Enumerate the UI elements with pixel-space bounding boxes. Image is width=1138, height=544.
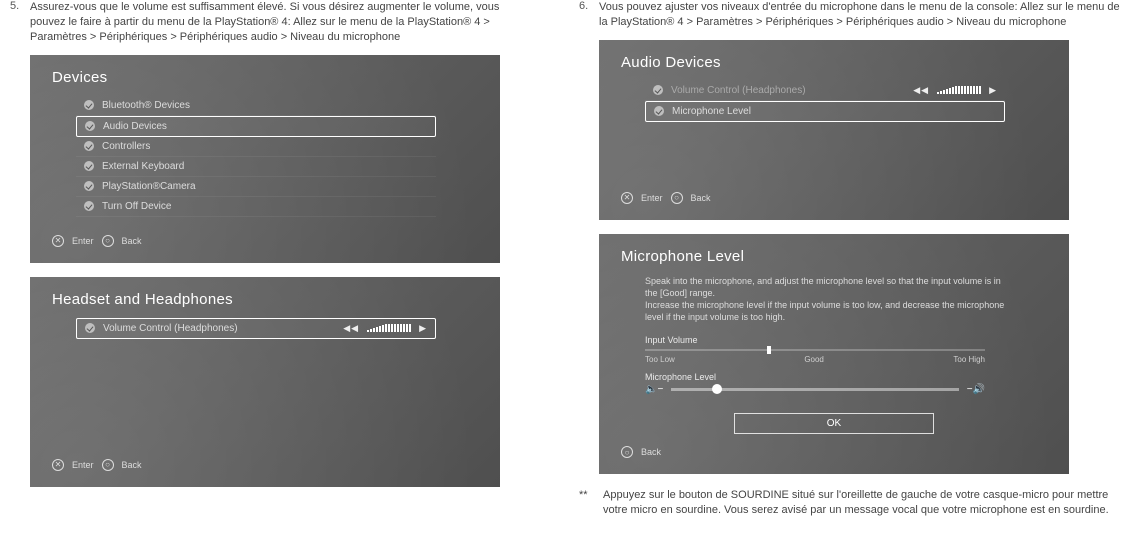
step-text: Vous pouvez ajuster vos niveaux d'entrée… [599, 0, 1128, 30]
left-arrow-icon[interactable]: ◀◀ [913, 85, 929, 96]
volume-bars [937, 86, 981, 94]
enter-label: Enter [641, 193, 663, 203]
back-label: Back [122, 460, 142, 470]
mic-level-label: Microphone Level [645, 372, 1047, 382]
check-icon [84, 181, 94, 191]
mic-level-screenshot: Microphone Level Speak into the micropho… [599, 234, 1069, 475]
devices-item[interactable]: Turn Off Device [76, 197, 436, 217]
step-number: 6. [579, 0, 599, 30]
nav-legend: ✕ Enter ○ Back [52, 235, 478, 247]
item-label: Volume Control (Headphones) [671, 85, 806, 96]
volume-bars [367, 324, 411, 332]
check-icon [654, 106, 664, 116]
back-label: Back [691, 193, 711, 203]
step-text: Assurez-vous que le volume est suffisamm… [30, 0, 529, 45]
input-volume-label: Input Volume [645, 335, 1047, 345]
slider-knob[interactable] [712, 384, 722, 394]
devices-item[interactable]: Audio Devices [76, 116, 436, 137]
item-label: Volume Control (Headphones) [103, 323, 238, 334]
input-volume-track [645, 349, 985, 351]
headset-screenshot: Headset and Headphones Volume Control (H… [30, 277, 500, 487]
mic-plus-icon[interactable]: −🔊 [967, 384, 985, 395]
back-label: Back [641, 447, 661, 457]
check-icon [85, 121, 95, 131]
step-number: 5. [10, 0, 30, 45]
range-good: Good [804, 355, 824, 364]
volume-control-row[interactable]: Volume Control (Headphones) ◀◀ ▶ [76, 318, 436, 339]
devices-item[interactable]: Controllers [76, 137, 436, 157]
enter-label: Enter [72, 460, 94, 470]
screen-title: Microphone Level [621, 248, 1047, 265]
audio-devices-list: Volume Control (Headphones) ◀◀ ▶ Microphone… [645, 81, 1005, 122]
enter-icon: ✕ [52, 235, 64, 247]
mic-level-description: Speak into the microphone, and adjust th… [645, 275, 1005, 324]
audio-devices-screenshot: Audio Devices Volume Control (Headphones… [599, 40, 1069, 220]
devices-list: Bluetooth® Devices Audio Devices Controlle… [76, 96, 436, 217]
screen-title: Headset and Headphones [52, 291, 478, 308]
item-label: Microphone Level [672, 106, 751, 117]
mic-minus-icon[interactable]: 🔈− [645, 384, 663, 395]
screen-title: Audio Devices [621, 54, 1047, 71]
devices-item[interactable]: Bluetooth® Devices [76, 96, 436, 116]
item-label: Controllers [102, 141, 150, 152]
enter-icon: ✕ [52, 459, 64, 471]
back-icon: ○ [102, 235, 114, 247]
devices-item[interactable]: PlayStation®Camera [76, 177, 436, 197]
step-6: 6. Vous pouvez ajuster vos niveaux d'ent… [579, 0, 1128, 30]
check-icon [84, 141, 94, 151]
input-volume-indicator [767, 346, 771, 354]
item-label: Bluetooth® Devices [102, 100, 190, 111]
nav-legend: ○ Back [621, 446, 1047, 458]
back-icon: ○ [671, 192, 683, 204]
item-label: External Keyboard [102, 161, 184, 172]
footnote-text: Appuyez sur le bouton de SOURDINE situé … [603, 488, 1128, 518]
enter-label: Enter [72, 236, 94, 246]
devices-item[interactable]: External Keyboard [76, 157, 436, 177]
screen-title: Devices [52, 69, 478, 86]
footnote-marker: ** [579, 488, 603, 518]
left-arrow-icon[interactable]: ◀◀ [343, 323, 359, 334]
range-low: Too Low [645, 355, 675, 364]
check-icon [653, 85, 663, 95]
nav-legend: ✕ Enter ○ Back [621, 192, 1047, 204]
range-high: Too High [953, 355, 985, 364]
check-icon [84, 161, 94, 171]
footnote: ** Appuyez sur le bouton de SOURDINE sit… [579, 488, 1128, 518]
check-icon [84, 201, 94, 211]
enter-icon: ✕ [621, 192, 633, 204]
item-label: PlayStation®Camera [102, 181, 196, 192]
check-icon [84, 100, 94, 110]
right-arrow-icon[interactable]: ▶ [989, 85, 997, 96]
item-label: Audio Devices [103, 121, 167, 132]
item-label: Turn Off Device [102, 201, 171, 212]
range-labels: Too Low Good Too High [645, 355, 985, 364]
speaker-icon [85, 323, 95, 333]
nav-legend: ✕ Enter ○ Back [52, 459, 478, 471]
back-icon: ○ [102, 459, 114, 471]
back-icon: ○ [621, 446, 633, 458]
devices-screenshot: Devices Bluetooth® Devices Audio Devices C… [30, 55, 500, 263]
right-arrow-icon[interactable]: ▶ [419, 323, 427, 334]
mic-level-slider[interactable] [671, 388, 958, 391]
ok-button[interactable]: OK [734, 413, 934, 434]
audio-item[interactable]: Volume Control (Headphones) ◀◀ ▶ [645, 81, 1005, 101]
back-label: Back [122, 236, 142, 246]
audio-item[interactable]: Microphone Level [645, 101, 1005, 122]
step-5: 5. Assurez-vous que le volume est suffis… [10, 0, 529, 45]
